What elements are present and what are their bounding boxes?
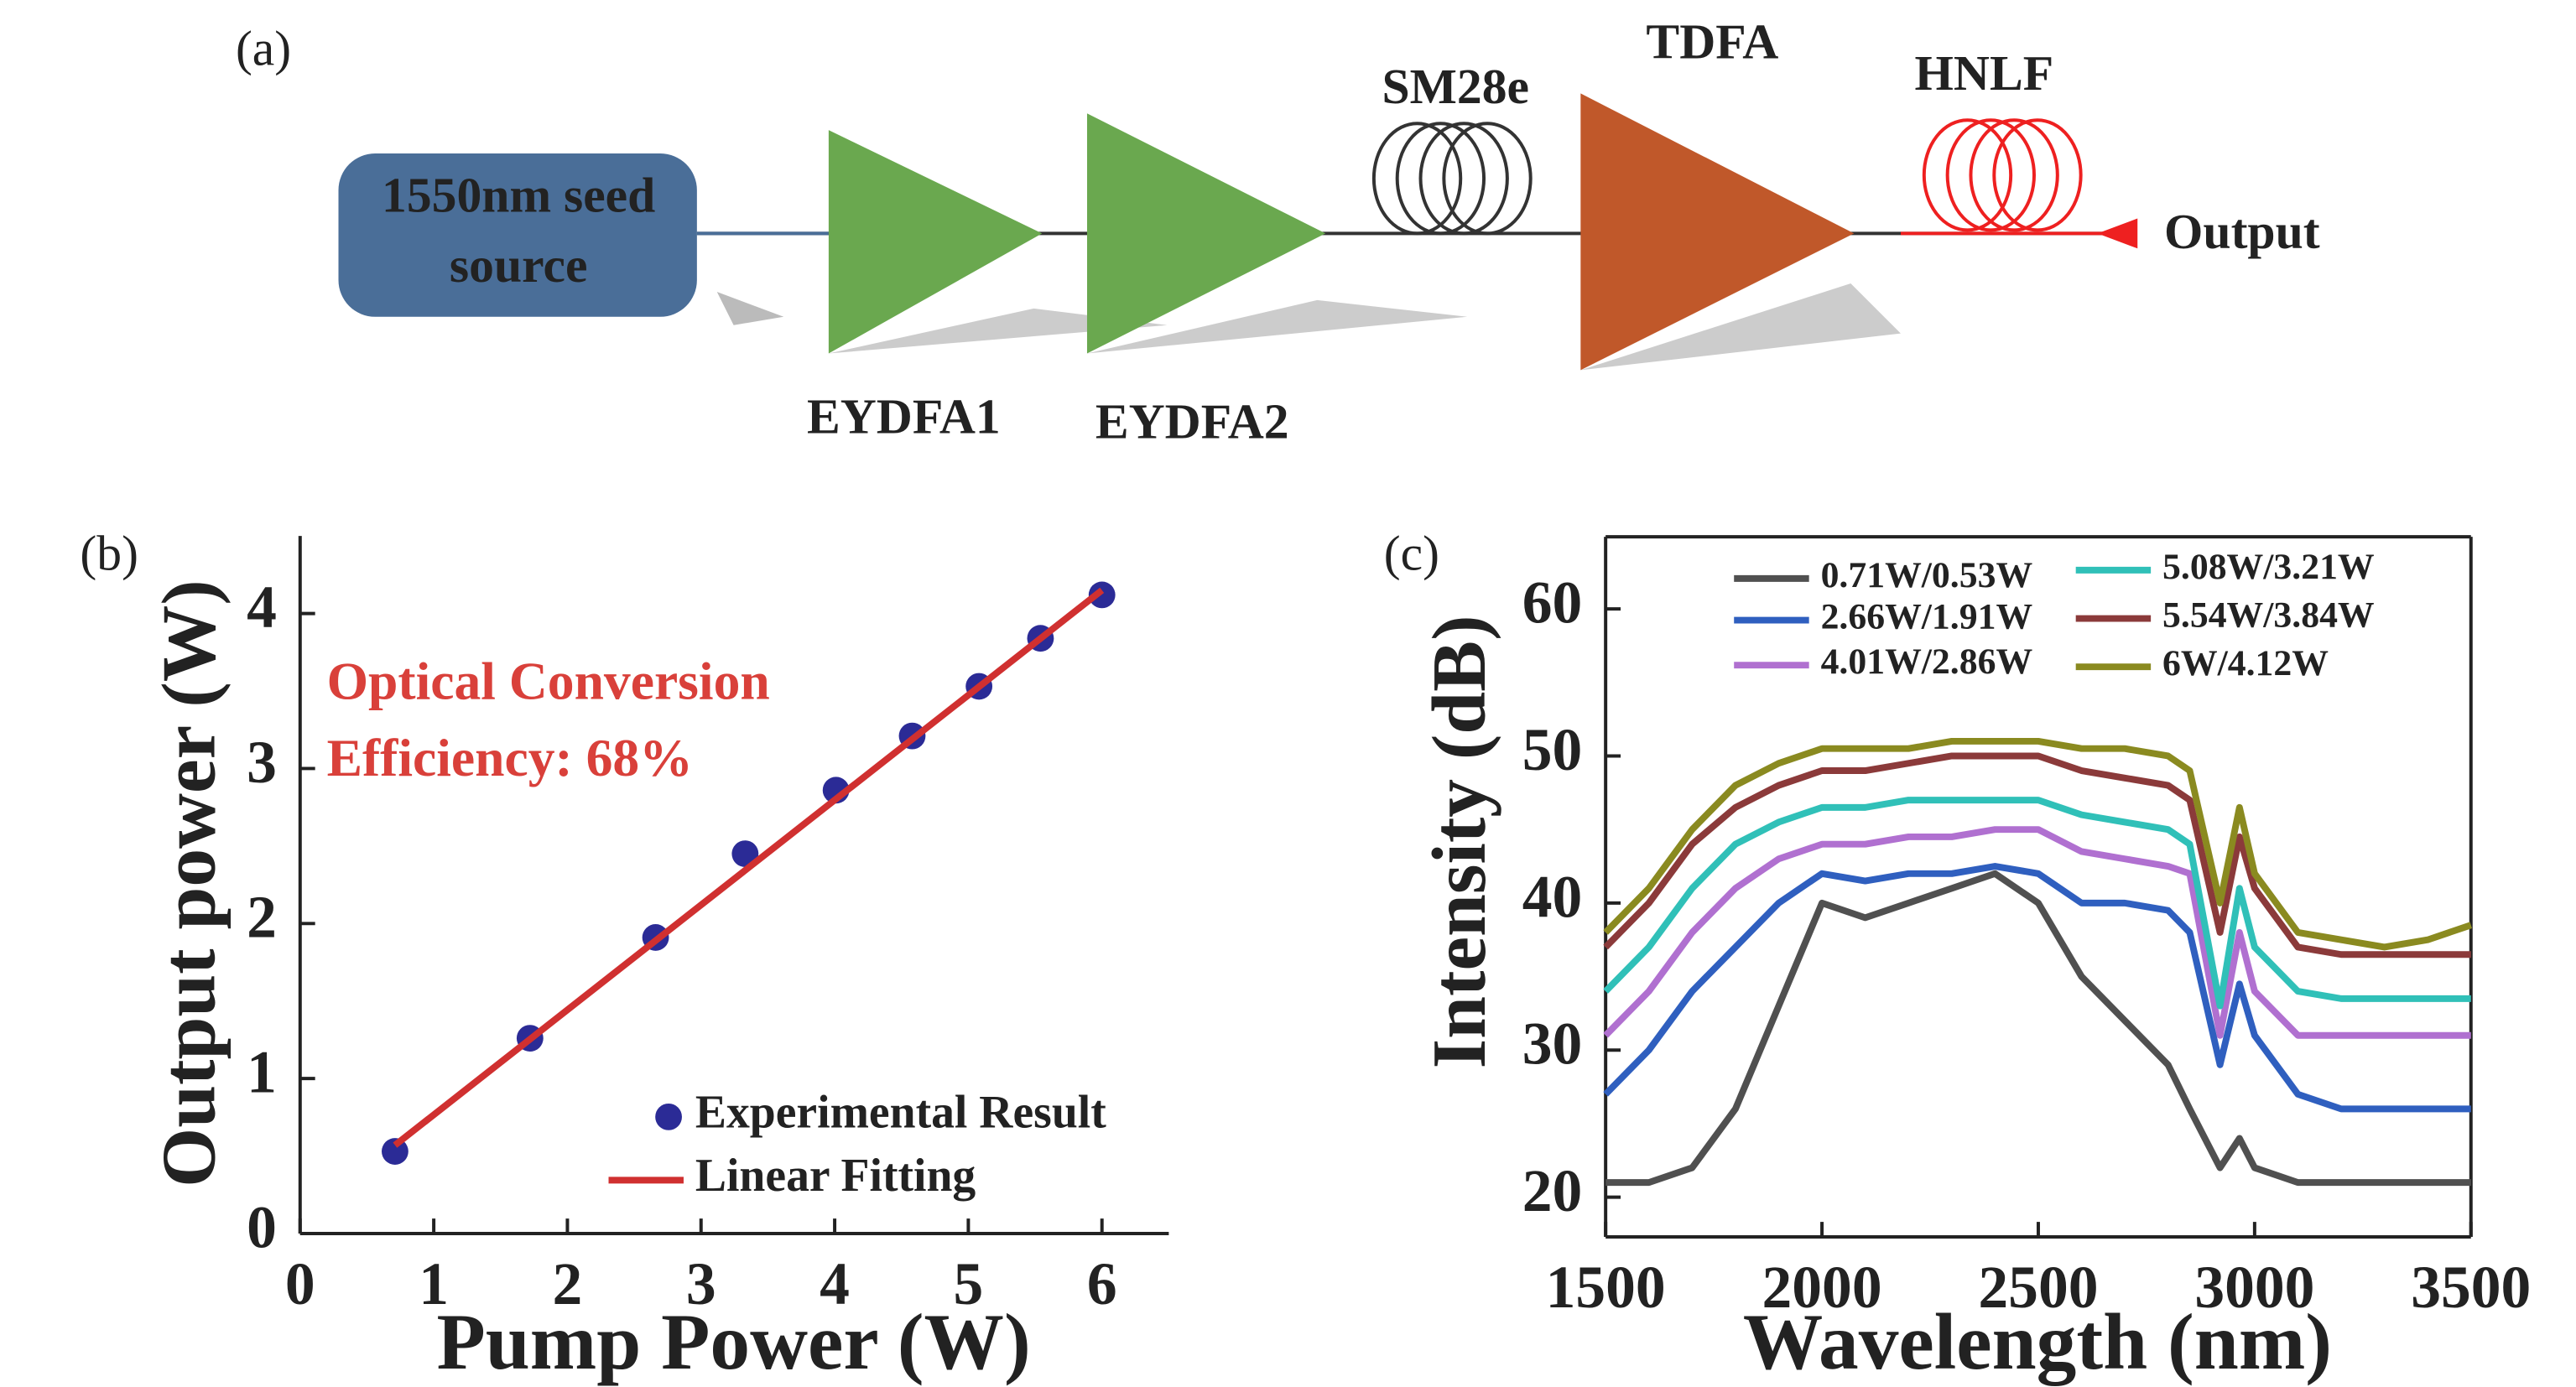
amplifier <box>1086 113 1326 354</box>
fiber-coil <box>1922 118 2083 232</box>
series-line <box>1603 752 2471 958</box>
series-line <box>1603 826 2471 1039</box>
x-axis-label: Wavelength (nm) <box>1743 1297 2332 1386</box>
y-tick-label: 60 <box>1522 570 1583 636</box>
diagram: (a) 1550nm seed source EYDFA1 EYDFA2 SM2… <box>236 13 2320 449</box>
y-tick-label: 40 <box>1522 864 1583 930</box>
legend-label: 6W/4.12W <box>2162 643 2329 683</box>
fiber-coil <box>1371 122 1533 236</box>
legend-label: 5.08W/3.21W <box>2162 547 2375 587</box>
x-tick-label: 1500 <box>1546 1255 1666 1321</box>
series-line <box>393 587 1105 1148</box>
output-arrow <box>2097 218 2138 249</box>
amp-label: EYDFA1 <box>807 389 1001 444</box>
shadow <box>828 308 1168 354</box>
amp-label: EYDFA2 <box>1095 394 1289 449</box>
shadow <box>1580 283 1901 371</box>
legend-label: 4.01W/2.86W <box>1821 642 2033 682</box>
legend-label: 0.71W/0.53W <box>1821 555 2033 595</box>
legend-marker <box>655 1103 682 1130</box>
legend-label: Experimental Result <box>695 1087 1106 1139</box>
shadow <box>1086 299 1468 354</box>
fiber-label: SM28e <box>1382 59 1529 114</box>
y-tick-label: 0 <box>247 1194 277 1260</box>
y-axis-label: Intensity (dB) <box>1417 615 1501 1068</box>
annotation: Efficiency: 68% <box>327 728 693 787</box>
y-tick-label: 2 <box>247 885 277 951</box>
point <box>1088 581 1116 609</box>
y-tick-label: 30 <box>1522 1011 1583 1078</box>
y-tick-label: 20 <box>1522 1158 1583 1224</box>
point <box>731 840 759 868</box>
x-tick-label: 3500 <box>2411 1255 2531 1321</box>
annotation: Optical Conversion <box>327 652 770 711</box>
legend-label: 5.54W/3.84W <box>2162 595 2375 636</box>
seed-label: 1550nm seed <box>382 167 655 222</box>
x-tick-label: 1 <box>419 1251 449 1317</box>
shadow <box>716 291 784 325</box>
amp-label: TDFA <box>1646 13 1778 69</box>
x-tick-label: 2 <box>553 1251 583 1317</box>
output-label: Output <box>2164 204 2320 259</box>
fiber-label: HNLF <box>1915 45 2054 101</box>
x-tick-label: 3000 <box>2194 1255 2314 1321</box>
amplifier <box>828 130 1043 354</box>
y-tick-label: 50 <box>1522 717 1583 783</box>
x-tick-label: 4 <box>820 1251 850 1317</box>
x-tick-label: 2000 <box>1762 1255 1882 1321</box>
y-tick-label: 4 <box>247 574 277 641</box>
series-line <box>1603 863 2471 1113</box>
y-axis-label: Output power (W) <box>147 579 232 1187</box>
point <box>382 1138 409 1165</box>
y-tick-label: 1 <box>247 1040 277 1106</box>
panel-label: (c) <box>1384 526 1439 581</box>
series-line <box>1605 870 2471 1187</box>
series-line <box>1603 797 2471 1010</box>
seed-source <box>338 153 697 317</box>
series-line <box>1603 737 2473 951</box>
seed-label: source <box>450 237 588 293</box>
panel-label: (a) <box>236 20 291 75</box>
x-axis-label: Pump Power (W) <box>436 1297 1030 1386</box>
x-tick-label: 0 <box>285 1251 315 1317</box>
x-tick-label: 6 <box>1087 1251 1117 1317</box>
legend-label: 2.66W/1.91W <box>1821 597 2033 637</box>
x-tick-label: 5 <box>954 1251 984 1317</box>
x-tick-label: 3 <box>686 1251 716 1317</box>
x-tick-label: 2500 <box>1978 1255 2098 1321</box>
legend-label: Linear Fitting <box>695 1150 976 1202</box>
y-tick-label: 3 <box>247 730 277 796</box>
panel-label: (b) <box>80 526 138 581</box>
amplifier <box>1580 93 1855 371</box>
